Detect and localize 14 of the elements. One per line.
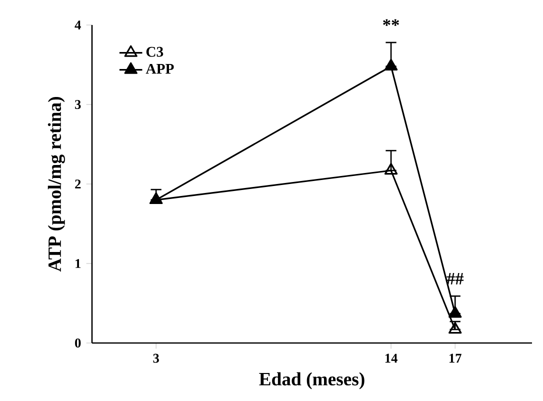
x-tick-label: 14 (385, 354, 398, 363)
x-axis-title: Edad (meses) (259, 372, 364, 390)
y-tick-label: 2 (75, 180, 81, 188)
legend-label: C3 (146, 46, 164, 57)
y-tick-label: 0 (75, 338, 81, 348)
annotation: ** (383, 19, 399, 26)
x-tick-label: 3 (153, 354, 159, 363)
y-tick-label: 3 (75, 100, 81, 109)
y-axis-title: ATP (pmol/mg retina) (48, 97, 65, 272)
y-tick-label: 4 (74, 20, 81, 30)
x-tick-label: 17 (450, 354, 462, 363)
y-tick-label: 1 (76, 259, 81, 268)
legend-label: APP (146, 64, 174, 74)
annotation: ## (446, 272, 464, 284)
